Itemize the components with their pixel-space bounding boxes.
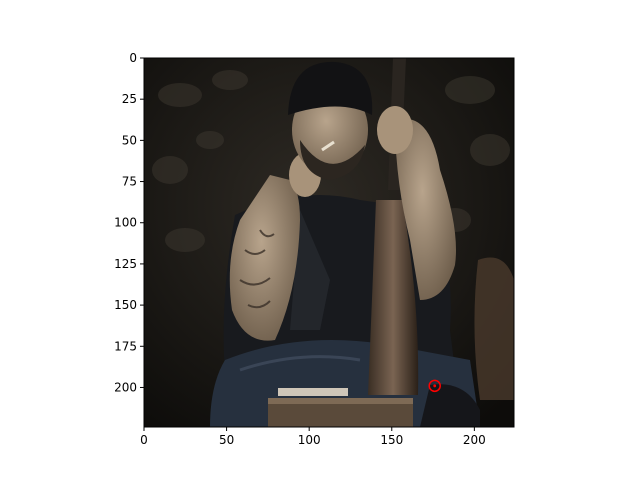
x-tick-label: 100 <box>298 433 321 447</box>
y-tick-label: 50 <box>122 133 137 147</box>
y-tick-label: 175 <box>114 339 137 353</box>
marker-dot <box>433 384 437 388</box>
marker-circle <box>428 379 441 393</box>
y-tick-label: 0 <box>129 51 137 65</box>
x-tick-label: 0 <box>140 433 148 447</box>
y-tick-label: 100 <box>114 216 137 230</box>
axes-frame <box>143 57 515 428</box>
y-tick-label: 125 <box>114 257 137 271</box>
y-tick-label: 200 <box>114 380 137 394</box>
y-tick-label: 150 <box>114 298 137 312</box>
y-tick-label: 75 <box>122 175 137 189</box>
x-axis: 0 50 100 150 200 <box>140 427 486 447</box>
x-tick-label: 200 <box>463 433 486 447</box>
y-axis: 0 25 50 75 100 125 150 175 200 <box>114 51 144 394</box>
x-tick-label: 150 <box>380 433 403 447</box>
x-tick-label: 50 <box>219 433 234 447</box>
y-tick-label: 25 <box>122 92 137 106</box>
photo-image <box>144 58 514 427</box>
